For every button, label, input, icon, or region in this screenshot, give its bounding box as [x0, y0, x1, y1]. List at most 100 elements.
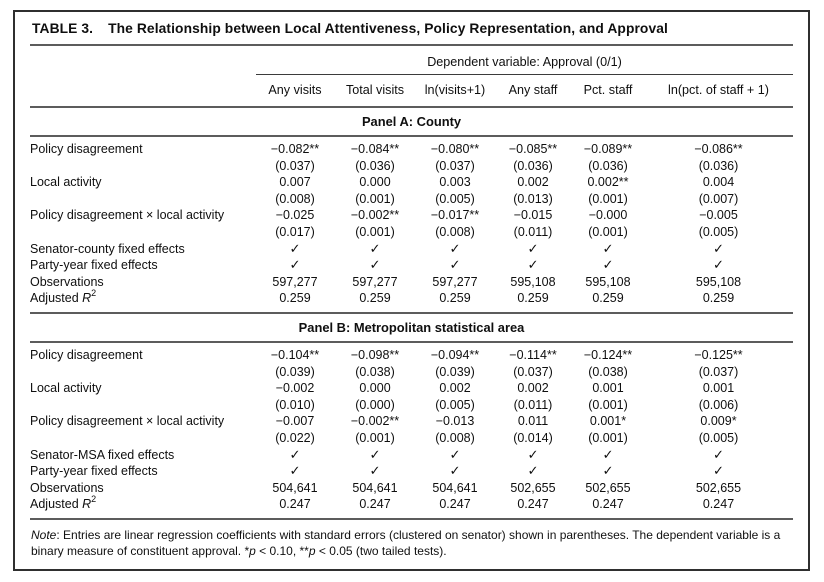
cell-value: 0.259 [439, 291, 471, 306]
checkmark-icon: ✓ [369, 257, 381, 273]
cell-value: 0.247 [279, 497, 311, 512]
checkmark-icon: ✓ [602, 463, 614, 479]
cell-value: 0.259 [279, 291, 311, 306]
std-error-value: (0.011) [513, 397, 553, 412]
header-rule [30, 106, 793, 108]
table-row-std-errors: (0.037) (0.036) (0.037) (0.036) (0.036) (0.03… [30, 158, 793, 175]
table-row: Senator-MSA fixed effects ✓ ✓ ✓ ✓ ✓ ✓ [30, 447, 793, 464]
dependent-variable-block: Dependent variable: Approval (0/1) Any v… [256, 46, 793, 106]
std-error-value: (0.008) [435, 430, 475, 445]
cell-value: −0.000 [588, 208, 628, 223]
checkmark-icon: ✓ [289, 257, 301, 273]
checkmark-icon: ✓ [369, 240, 381, 256]
cell-value: 0.000 [359, 381, 391, 396]
row-label: Party-year fixed effects [30, 464, 158, 479]
cell-value: 502,655 [585, 480, 631, 495]
table-row: Policy disagreement × local activity −0.0… [30, 413, 793, 430]
cell-value: −0.124** [583, 347, 633, 362]
std-error-value: (0.037) [513, 364, 553, 379]
std-error-value: (0.001) [355, 191, 395, 206]
cell-value: 504,641 [272, 480, 318, 495]
cell-value: 0.000 [359, 175, 391, 190]
panel-a-title: Panel A: County [361, 114, 462, 129]
cell-value: 0.247 [359, 497, 391, 512]
cell-value: 595,108 [695, 274, 742, 289]
note-text-1: : Entries are linear regression coeffici… [31, 527, 781, 559]
note-rule [30, 517, 793, 520]
checkmark-icon: ✓ [449, 463, 461, 479]
cell-value: 0.247 [439, 497, 471, 512]
title-rule [30, 44, 793, 46]
std-error-value: (0.014) [513, 430, 553, 445]
cell-value: 0.007 [279, 175, 311, 190]
cell-value: 0.247 [517, 497, 549, 512]
row-label-superscript: 2 [91, 288, 97, 299]
note-text-3: < 0.05 (two tailed tests). [315, 544, 447, 559]
cell-value: 595,108 [585, 274, 631, 289]
cell-value: 0.001 [702, 381, 735, 396]
checkmark-icon: ✓ [712, 257, 725, 273]
cell-value: 0.011 [517, 414, 549, 429]
cell-value: 0.259 [517, 291, 549, 306]
cell-value: 0.259 [359, 291, 391, 306]
row-label-prefix: Adjusted [30, 291, 83, 306]
std-error-value: (0.013) [513, 191, 553, 206]
table-frame: TABLE 3. The Relationship between Local A… [13, 10, 810, 571]
note-p-italic-2: p [308, 544, 316, 559]
cell-value: 597,277 [432, 274, 478, 289]
cell-value: 0.259 [592, 291, 624, 306]
std-error-value: (0.001) [355, 224, 395, 239]
std-error-value: (0.001) [588, 430, 628, 445]
cell-value: −0.015 [513, 208, 553, 223]
note-label: Note [31, 527, 57, 542]
cell-value: 0.002 [517, 381, 549, 396]
std-error-value: (0.008) [435, 224, 475, 239]
cell-value: 595,108 [510, 274, 556, 289]
column-header-total-visits: Total visits [345, 83, 405, 97]
panel-a-rule [30, 135, 793, 137]
std-error-value: (0.038) [588, 364, 628, 379]
spanner-rule [256, 74, 793, 75]
row-label: Adjusted R2 [30, 495, 256, 513]
table-row-std-errors: (0.008) (0.001) (0.005) (0.013) (0.001) (0.00… [30, 191, 793, 208]
std-error-value: (0.037) [698, 364, 739, 379]
table-row: Observations 597,277 597,277 597,277 595,108… [30, 274, 793, 291]
cell-value: 504,641 [352, 480, 398, 495]
table-row: Party-year fixed effects ✓ ✓ ✓ ✓ ✓ ✓ [30, 463, 793, 480]
table-row: Party-year fixed effects ✓ ✓ ✓ ✓ ✓ ✓ [30, 257, 793, 274]
std-error-value: (0.005) [698, 224, 739, 239]
table-note: Note: Entries are linear regression coef… [30, 520, 793, 560]
column-header-pct-staff: Pct. staff [583, 83, 633, 97]
row-label-symbol: R [82, 497, 92, 512]
checkmark-icon: ✓ [712, 240, 725, 256]
std-error-value: (0.005) [435, 191, 475, 206]
cell-value: 0.004 [702, 175, 735, 190]
std-error-value: (0.001) [355, 430, 395, 445]
table-row: Policy disagreement −0.082** −0.084** −0.08… [30, 141, 793, 158]
cell-value: 0.002** [587, 175, 629, 190]
cell-value: 597,277 [352, 274, 398, 289]
note-p-italic-1: p [249, 544, 256, 559]
std-error-value: (0.036) [698, 158, 739, 173]
row-label: Policy disagreement × local activity [30, 414, 225, 429]
header-label-spacer [30, 46, 256, 106]
cell-value: −0.089** [583, 142, 633, 156]
std-error-value: (0.011) [513, 224, 553, 239]
checkmark-icon: ✓ [449, 240, 461, 256]
cell-value: −0.005 [699, 208, 738, 223]
checkmark-icon: ✓ [289, 240, 301, 256]
panel-b-rule [30, 340, 793, 343]
cell-value: −0.085** [508, 142, 558, 156]
column-headers-row: Any visits Total visits ln(visits+1) Any… [256, 75, 793, 106]
row-label: Local activity [30, 175, 102, 190]
cell-value: −0.002** [350, 208, 400, 223]
checkmark-icon: ✓ [527, 463, 539, 479]
cell-value: 0.247 [702, 497, 735, 512]
cell-value: 0.001 [592, 381, 624, 396]
panel-b-title: Panel B: Metropolitan statistical area [298, 319, 525, 335]
table-row-std-errors: (0.017) (0.001) (0.008) (0.011) (0.001) (0.00… [30, 224, 793, 241]
cell-value: −0.007 [275, 414, 315, 429]
cell-value: −0.002** [350, 414, 400, 429]
std-error-value: (0.008) [275, 191, 315, 206]
std-error-value: (0.039) [275, 364, 315, 379]
